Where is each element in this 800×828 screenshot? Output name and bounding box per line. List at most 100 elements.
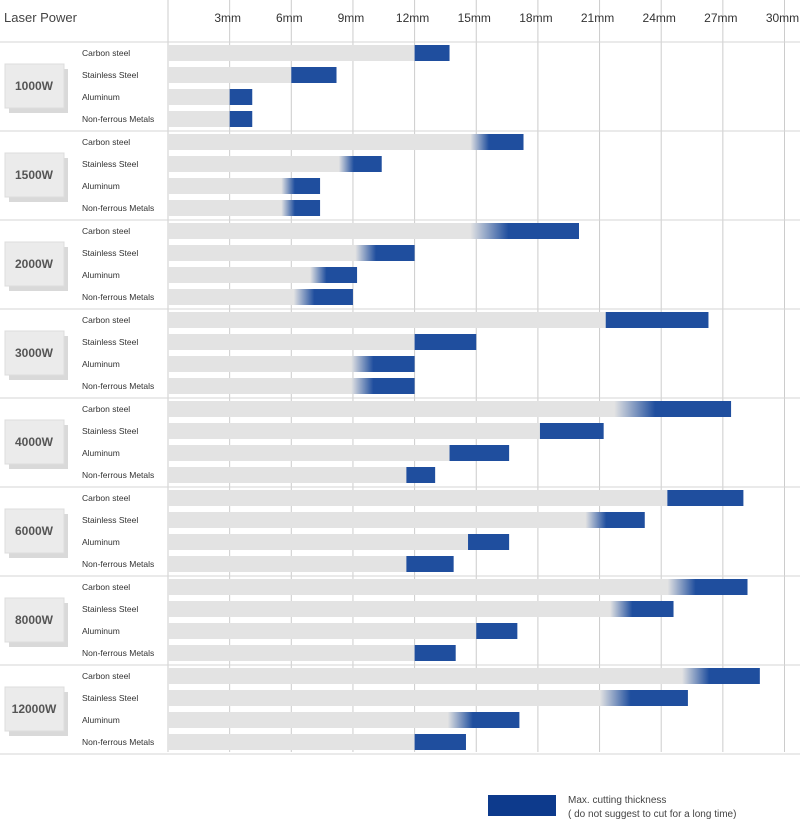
bar-max xyxy=(414,45,450,61)
gridlines xyxy=(167,0,785,752)
material-label: Non-ferrous Metals xyxy=(82,292,154,302)
x-tick-label: 21mm xyxy=(581,11,614,25)
bar-recommended xyxy=(168,445,450,461)
power-group-2000W: 2000W Carbon steel Stainless Steel Aluminum… xyxy=(0,219,800,305)
power-group-4000W: 4000W Carbon steel Stainless Steel Aluminum… xyxy=(0,397,800,483)
bar-max xyxy=(614,401,732,417)
bar-recommended xyxy=(168,401,625,417)
bar-max xyxy=(355,245,415,261)
bar-max xyxy=(351,378,415,394)
power-label: 1500W xyxy=(15,168,54,182)
material-label: Aluminum xyxy=(82,626,120,636)
material-label: Non-ferrous Metals xyxy=(82,470,154,480)
x-tick-label: 24mm xyxy=(643,11,676,25)
material-label: Non-ferrous Metals xyxy=(82,648,154,658)
bar-max xyxy=(310,267,358,283)
material-label: Carbon steel xyxy=(82,404,130,414)
material-label: Aluminum xyxy=(82,181,120,191)
material-label: Aluminum xyxy=(82,359,120,369)
material-label: Stainless Steel xyxy=(82,693,138,703)
x-tick-label: 27mm xyxy=(704,11,737,25)
material-label: Non-ferrous Metals xyxy=(82,114,154,124)
power-label: 3000W xyxy=(15,346,54,360)
power-groups: 1000W Carbon steel Stainless Steel Aluminum… xyxy=(0,41,800,755)
power-group-8000W: 8000W Carbon steel Stainless Steel Aluminum… xyxy=(0,575,800,661)
material-label: Aluminum xyxy=(82,270,120,280)
legend-note: ( do not suggest to cut for a long time) xyxy=(568,809,736,820)
material-label: Stainless Steel xyxy=(82,337,138,347)
bar-max xyxy=(291,67,337,83)
bar-max xyxy=(293,289,353,305)
power-label: 4000W xyxy=(15,435,54,449)
bar-recommended xyxy=(168,267,321,283)
power-label: 1000W xyxy=(15,79,54,93)
bar-recommended xyxy=(168,245,366,261)
material-label: Stainless Steel xyxy=(82,159,138,169)
x-tick-label: 9mm xyxy=(338,11,365,25)
legend: Max. cutting thickness ( do not suggest … xyxy=(488,795,736,820)
power-group-1000W: 1000W Carbon steel Stainless Steel Aluminum… xyxy=(0,41,800,127)
power-box xyxy=(4,241,65,287)
bar-max xyxy=(406,556,454,572)
material-label: Carbon steel xyxy=(82,315,130,325)
material-label: Carbon steel xyxy=(82,493,130,503)
bar-recommended xyxy=(168,623,477,639)
material-label: Stainless Steel xyxy=(82,248,138,258)
power-group-3000W: 3000W Carbon steel Stainless Steel Aluminum… xyxy=(0,308,800,394)
bar-recommended xyxy=(168,601,621,617)
bar-recommended xyxy=(168,579,678,595)
bar-max xyxy=(682,668,760,684)
bar-max xyxy=(449,445,510,461)
power-box xyxy=(4,597,65,643)
power-group-12000W: 12000W Carbon steel Stainless Steel Aluminu… xyxy=(0,664,800,750)
bar-recommended xyxy=(168,668,693,684)
x-tick-label: 15mm xyxy=(458,11,491,25)
power-label: 12000W xyxy=(12,702,57,716)
material-label: Non-ferrous Metals xyxy=(82,737,154,747)
bar-max xyxy=(667,579,748,595)
bar-recommended xyxy=(168,512,596,528)
bar-recommended xyxy=(168,89,230,105)
material-label: Stainless Steel xyxy=(82,70,138,80)
power-group-6000W: 6000W Carbon steel Stainless Steel Aluminum… xyxy=(0,486,800,572)
bar-recommended xyxy=(168,712,458,728)
x-tick-label: 6mm xyxy=(276,11,303,25)
bar-max xyxy=(585,512,645,528)
bar-max xyxy=(414,645,456,661)
bar-max xyxy=(281,178,321,194)
bar-max xyxy=(610,601,674,617)
bar-max xyxy=(229,111,253,127)
bar-recommended xyxy=(168,334,415,350)
bar-recommended xyxy=(168,134,481,150)
x-tick-labels: 3mm 6mm 9mm 12mm 15mm 18mm 21mm 24mm 27mm 30mm xyxy=(214,11,799,25)
bar-recommended xyxy=(168,156,349,172)
bar-recommended xyxy=(168,378,362,394)
material-label: Non-ferrous Metals xyxy=(82,381,154,391)
bar-recommended xyxy=(168,490,668,506)
bar-max xyxy=(351,356,415,372)
bar-recommended xyxy=(168,645,415,661)
material-label: Carbon steel xyxy=(82,226,130,236)
power-box xyxy=(4,419,65,465)
header-title: Laser Power xyxy=(4,10,78,25)
bar-recommended xyxy=(168,734,415,750)
bar-recommended xyxy=(168,690,610,706)
bar-max xyxy=(406,467,436,483)
power-box xyxy=(4,686,65,732)
bar-recommended xyxy=(168,200,292,216)
bar-recommended xyxy=(168,423,540,439)
power-box xyxy=(4,152,65,198)
material-label: Carbon steel xyxy=(82,671,130,681)
x-tick-label: 12mm xyxy=(396,11,429,25)
bar-recommended xyxy=(168,556,407,572)
bar-max xyxy=(599,690,688,706)
bar-max xyxy=(281,200,321,216)
material-label: Aluminum xyxy=(82,537,120,547)
bar-max xyxy=(468,534,510,550)
material-label: Carbon steel xyxy=(82,48,130,58)
bar-max xyxy=(447,712,520,728)
bar-max xyxy=(605,312,709,328)
bar-recommended xyxy=(168,111,230,127)
material-label: Carbon steel xyxy=(82,582,130,592)
